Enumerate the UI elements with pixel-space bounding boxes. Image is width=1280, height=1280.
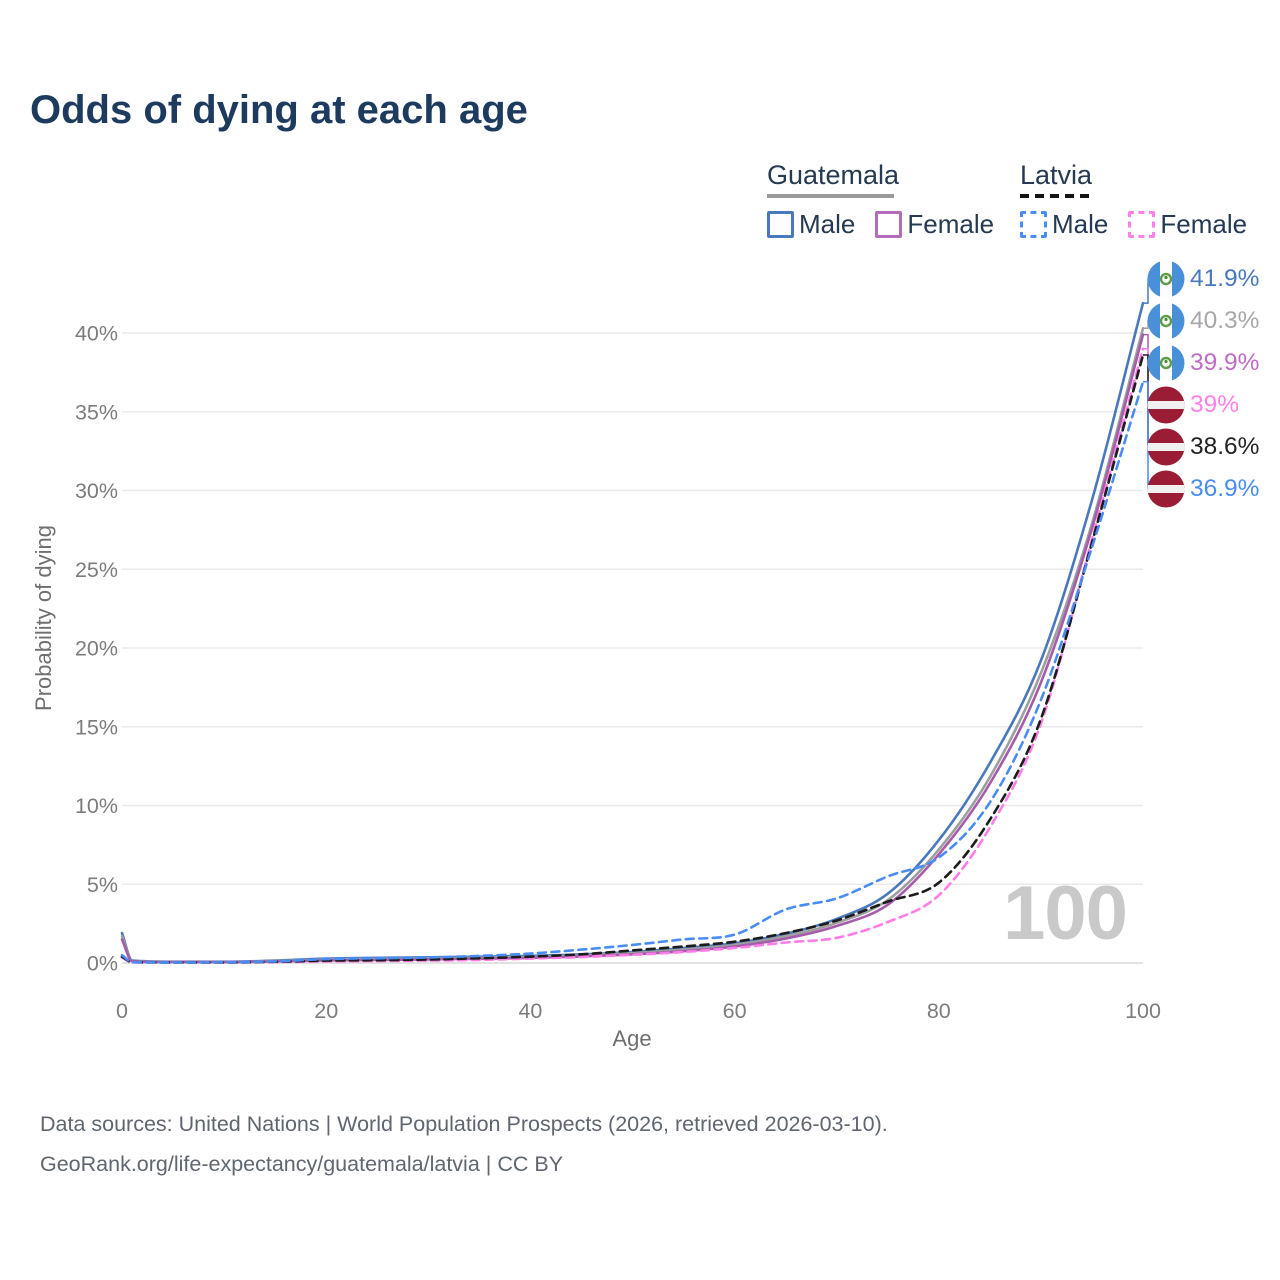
y-tick-label: 25%: [75, 558, 118, 582]
legend-group-guatemala: Guatemala Male Female: [767, 160, 1014, 240]
y-tick-label: 10%: [75, 794, 118, 818]
end-label-row-latvia-average: 38.6%: [1147, 426, 1259, 468]
x-tick-label: 80: [927, 999, 951, 1023]
y-tick-label: 30%: [75, 479, 118, 503]
legend-group-latvia: Latvia Male Female: [1020, 160, 1267, 240]
end-label-row-latvia-male: 36.9%: [1147, 468, 1259, 510]
y-axis-title: Probability of dying: [31, 525, 56, 711]
y-tick-label: 20%: [75, 637, 118, 661]
legend-item-guatemala-male[interactable]: Male: [767, 209, 855, 240]
legend-country-guatemala: Guatemala: [767, 160, 900, 190]
legend-item-guatemala-female[interactable]: Female: [875, 209, 994, 240]
y-tick-label: 40%: [75, 322, 118, 346]
legend-item-latvia-female[interactable]: Female: [1128, 209, 1247, 240]
guatemala-male-swatch-icon: [767, 211, 794, 238]
y-tick-label: 35%: [75, 400, 118, 424]
data-sources: Data sources: United Nations | World Pop…: [40, 1104, 888, 1184]
end-label-row-latvia-female: 39%: [1147, 384, 1259, 426]
legend-item-latvia-male[interactable]: Male: [1020, 209, 1108, 240]
legend-label: Female: [1160, 209, 1248, 239]
data-sources-line2: GeoRank.org/life-expectancy/guatemala/la…: [40, 1152, 564, 1176]
hover-age-watermark: 100: [1003, 871, 1128, 956]
legend-label: Male: [799, 209, 856, 239]
x-axis-title: Age: [612, 1026, 652, 1051]
series-line-guatemala-average: [120, 327, 1145, 964]
legend-country-latvia: Latvia: [1020, 160, 1093, 190]
latvia-flag-icon: [1147, 428, 1185, 466]
data-sources-line1: Data sources: United Nations | World Pop…: [40, 1112, 888, 1136]
latvia-flag-icon: [1147, 386, 1185, 424]
latvia-male-swatch-icon: [1020, 211, 1047, 238]
end-label-row-guatemala-average: 40.3%: [1147, 300, 1259, 342]
end-label-value: 36.9%: [1190, 475, 1260, 502]
guatemala-flag-icon: [1147, 260, 1185, 298]
end-label-row-guatemala-female: 39.9%: [1147, 342, 1259, 384]
x-tick-label: 60: [723, 999, 747, 1023]
guatemala-female-swatch-icon: [875, 211, 903, 238]
legend-label: Male: [1052, 209, 1109, 239]
latvia-female-swatch-icon: [1128, 211, 1156, 238]
end-label-row-guatemala-male: 41.9%: [1147, 258, 1259, 300]
legend-label: Female: [907, 209, 995, 239]
series-line-latvia-average: [120, 353, 1145, 964]
y-tick-label: 15%: [75, 715, 118, 739]
latvia-line-swatch: [1020, 194, 1089, 198]
x-tick-label: 100: [1125, 999, 1161, 1023]
end-label-value: 41.9%: [1190, 265, 1260, 292]
series-line-latvia-male: [120, 380, 1145, 964]
end-label-value: 40.3%: [1190, 307, 1260, 334]
y-tick-label: 5%: [87, 873, 118, 897]
x-tick-label: 40: [518, 999, 542, 1023]
guatemala-flag-icon: [1147, 302, 1185, 340]
series-line-guatemala-male: [120, 301, 1145, 963]
y-tick-label: 0%: [87, 952, 118, 976]
x-tick-label: 0: [116, 999, 128, 1023]
guatemala-line-swatch: [767, 194, 894, 198]
latvia-flag-icon: [1147, 470, 1185, 508]
guatemala-flag-icon: [1147, 344, 1185, 382]
end-label-value: 39.9%: [1190, 349, 1260, 376]
end-label-value: 39%: [1190, 391, 1240, 418]
series-end-labels: 41.9% 40.3% 39.9% 39%: [1147, 258, 1259, 510]
page-title: Odds of dying at each age: [30, 88, 528, 132]
end-label-value: 38.6%: [1190, 433, 1260, 460]
x-tick-label: 20: [314, 999, 338, 1023]
